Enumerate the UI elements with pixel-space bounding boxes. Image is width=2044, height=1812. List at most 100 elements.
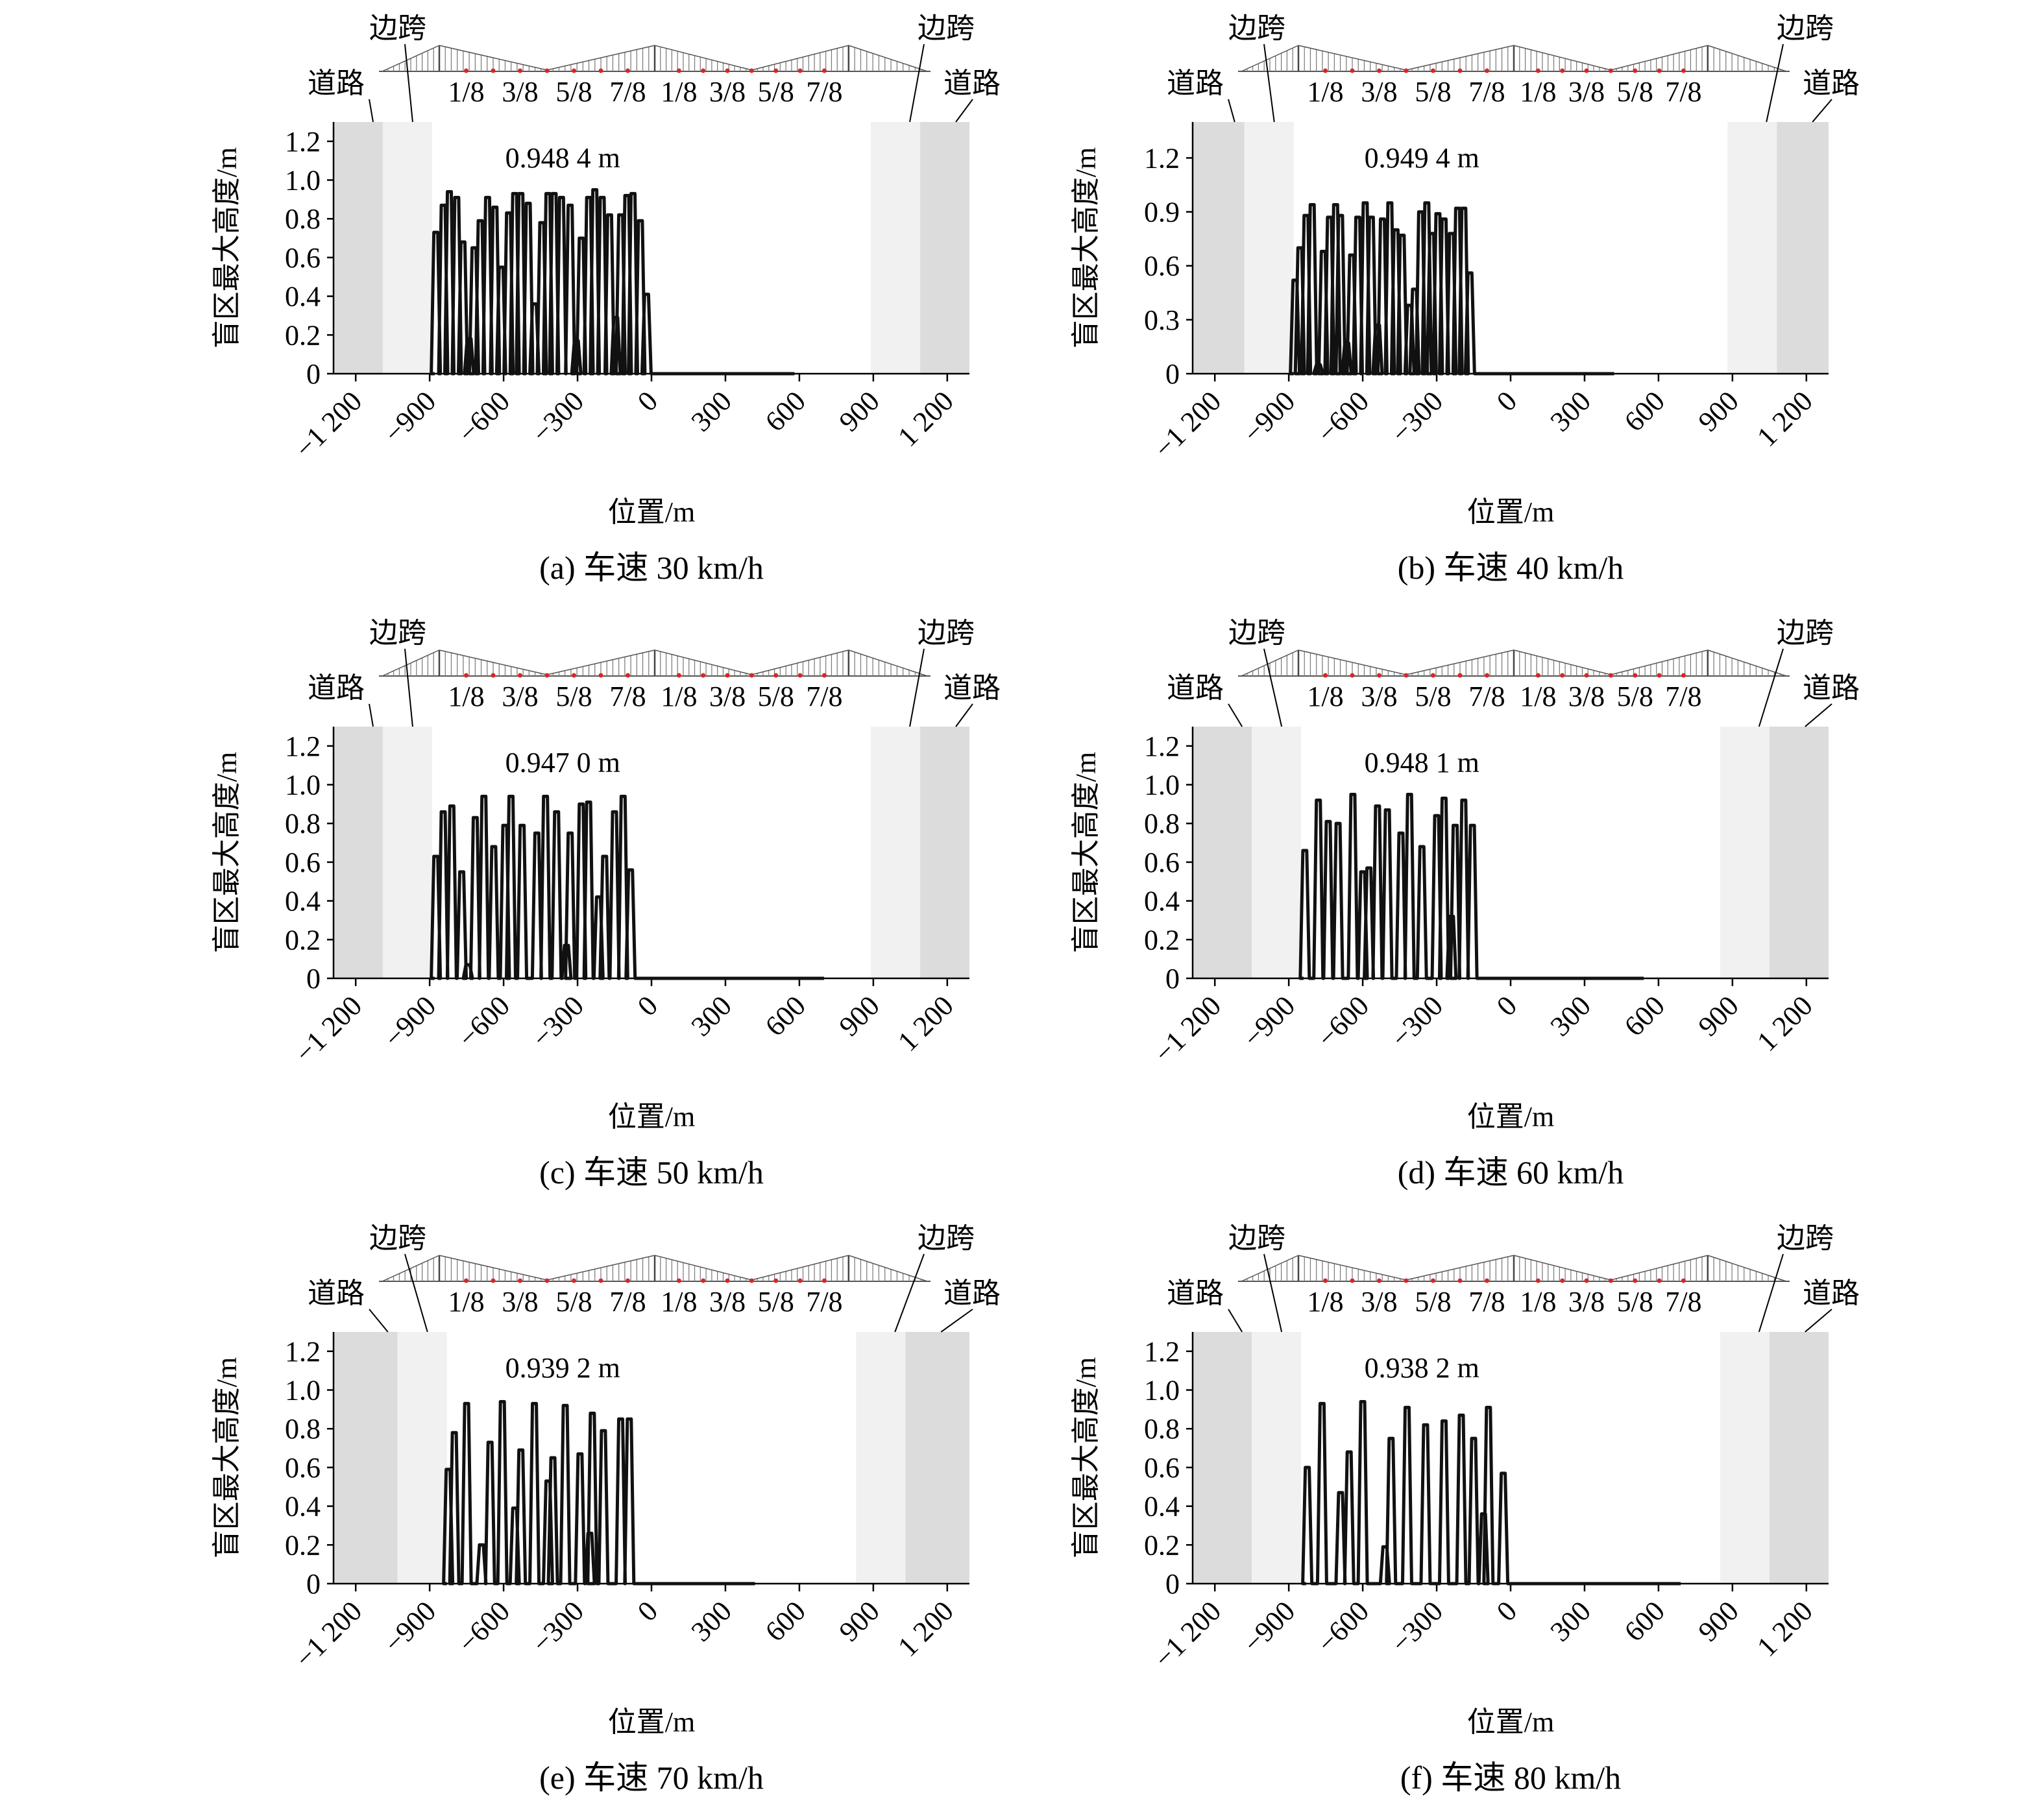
road-leader-right xyxy=(1805,1309,1832,1333)
section-marker-icon xyxy=(1535,68,1540,73)
y-tick-label: 0 xyxy=(1165,358,1180,390)
road-label-left: 道路 xyxy=(308,672,365,704)
road-leader-left xyxy=(369,703,374,727)
y-tick-label: 0.8 xyxy=(1144,1413,1180,1445)
section-marker-icon xyxy=(749,673,754,678)
bridge-cable xyxy=(1611,45,1708,71)
section-marker-icon xyxy=(1608,68,1613,73)
bridge-cable xyxy=(848,45,928,72)
section-marker-icon xyxy=(1657,673,1662,678)
side-span-leader-left xyxy=(404,1253,428,1333)
section-marker-icon xyxy=(1377,68,1381,73)
x-tick-label: 0 xyxy=(1490,385,1523,417)
section-label: 7/8 xyxy=(1468,1286,1505,1318)
y-tick-label: 1.0 xyxy=(285,165,321,197)
section-marker-icon xyxy=(598,1278,603,1283)
section-marker-icon xyxy=(676,1278,681,1283)
x-tick-label: −600 xyxy=(1311,1595,1375,1659)
section-marker-icon xyxy=(797,673,803,678)
section-label: 1/8 xyxy=(1307,681,1343,712)
x-tick-label: −300 xyxy=(526,385,590,449)
section-label: 7/8 xyxy=(609,1286,646,1318)
section-marker-icon xyxy=(1560,68,1565,73)
bridge-cable xyxy=(439,45,548,71)
road-leader-left xyxy=(1228,703,1243,727)
x-tick-label: 0 xyxy=(1490,989,1523,1022)
bridge-cable xyxy=(1513,1255,1611,1281)
section-marker-icon xyxy=(773,1278,779,1283)
section-marker-icon xyxy=(598,68,603,73)
road-zone xyxy=(1777,122,1829,374)
bridge-cable xyxy=(1241,45,1299,72)
x-tick-label: −900 xyxy=(1237,989,1301,1054)
bridge-elevation: 1/8 3/8 5/8 7/8 1/8 3/8 5/8 7/8 xyxy=(379,649,931,712)
section-marker-icon xyxy=(544,673,550,678)
x-tick-label: 600 xyxy=(1618,989,1671,1042)
section-label: 7/8 xyxy=(609,681,646,712)
y-tick-label: 1.0 xyxy=(285,1375,321,1407)
bridge-cable xyxy=(1241,1255,1299,1282)
x-tick-label: 300 xyxy=(1544,989,1597,1042)
y-tick-label: 0 xyxy=(306,358,321,390)
x-tick-label: 600 xyxy=(759,385,812,437)
y-tick-label: 0 xyxy=(1165,1568,1180,1600)
section-marker-icon xyxy=(1608,673,1613,678)
x-tick-label: 900 xyxy=(833,1595,886,1647)
section-marker-icon xyxy=(1560,673,1565,678)
section-label: 1/8 xyxy=(661,681,697,712)
y-tick-label: 0.8 xyxy=(285,808,321,840)
section-marker-icon xyxy=(598,673,603,678)
section-marker-icon xyxy=(821,673,827,678)
section-marker-icon xyxy=(1608,1278,1613,1283)
x-tick-label: 0 xyxy=(631,989,664,1022)
panel-caption: (b) 车速 40 km/h xyxy=(1398,550,1624,586)
x-tick-label: −600 xyxy=(452,1595,516,1659)
road-leader-left xyxy=(369,99,374,123)
section-marker-icon xyxy=(1431,1278,1435,1283)
side-span-zone xyxy=(1244,122,1294,374)
section-label: 3/8 xyxy=(1361,1286,1397,1318)
x-tick-label: −1 200 xyxy=(289,385,368,464)
section-label: 1/8 xyxy=(448,681,484,712)
road-label-right: 道路 xyxy=(943,1277,1001,1309)
section-marker-icon xyxy=(626,1278,630,1283)
x-tick-label: −900 xyxy=(1237,1595,1301,1659)
section-label: 3/8 xyxy=(1568,1286,1605,1318)
section-label: 3/8 xyxy=(502,681,538,712)
section-marker-icon xyxy=(701,1278,706,1283)
section-marker-icon xyxy=(1633,68,1638,73)
section-label: 7/8 xyxy=(1665,76,1701,108)
y-tick-label: 0 xyxy=(306,963,321,995)
y-axis-label: 盲区最大高度/m xyxy=(1070,147,1102,348)
bridge-cable xyxy=(1611,649,1708,675)
bridge-cable xyxy=(654,649,752,675)
y-tick-label: 1.0 xyxy=(285,769,321,801)
section-marker-icon xyxy=(749,1278,754,1283)
section-label: 3/8 xyxy=(502,76,538,108)
bridge-elevation: 1/8 3/8 5/8 7/8 1/8 3/8 5/8 7/8 xyxy=(1238,649,1790,712)
section-marker-icon xyxy=(544,1278,550,1283)
road-zone xyxy=(334,122,383,374)
section-marker-icon xyxy=(1584,1278,1589,1283)
bridge-elevation: 1/8 3/8 5/8 7/8 1/8 3/8 5/8 7/8 xyxy=(379,45,931,108)
side-span-zone xyxy=(397,1332,447,1584)
bridge-cable xyxy=(1298,649,1407,675)
x-tick-label: −600 xyxy=(452,989,516,1054)
section-marker-icon xyxy=(572,68,576,73)
section-marker-icon xyxy=(464,68,468,73)
y-tick-label: 0.2 xyxy=(1144,924,1180,956)
section-marker-icon xyxy=(1404,68,1409,73)
bridge-cable xyxy=(1405,1255,1515,1281)
y-axis-label: 盲区最大高度/m xyxy=(211,1357,243,1558)
bridge-cable xyxy=(848,1255,928,1282)
x-tick-label: 0 xyxy=(1490,1595,1523,1627)
bridge-elevation: 1/8 3/8 5/8 7/8 1/8 3/8 5/8 7/8 xyxy=(1238,1255,1790,1318)
section-marker-icon xyxy=(797,1278,803,1283)
y-axis-label: 盲区最大高度/m xyxy=(1070,752,1102,953)
side-span-zone xyxy=(856,1332,906,1584)
road-leader-right xyxy=(1812,99,1832,123)
bridge-cable xyxy=(1298,1255,1407,1281)
chart-panel-d: 0 0.2 0.4 0.6 0.8 1.0 1.2 −1 200 −900 −600 −300 0 30… xyxy=(1070,617,1860,1190)
section-marker-icon xyxy=(491,673,496,678)
bridge-cable xyxy=(1241,649,1299,677)
